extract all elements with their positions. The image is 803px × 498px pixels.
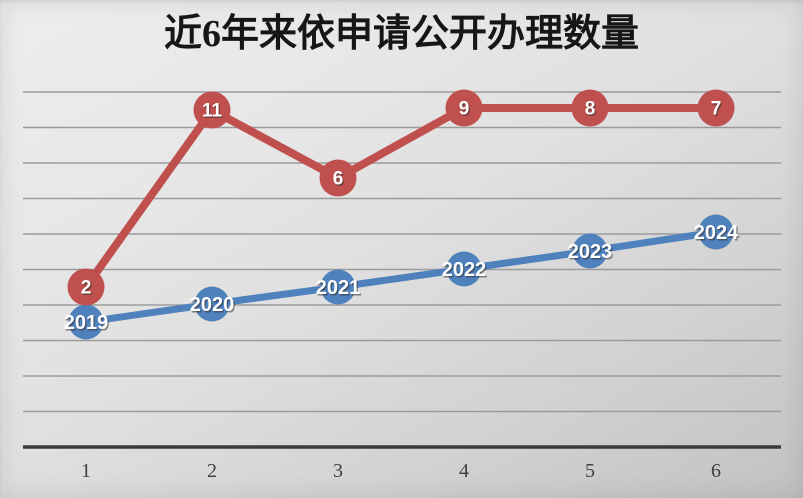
- x-axis-tick-label: 5: [585, 460, 595, 482]
- years-line-path: [82, 228, 720, 326]
- counts-line-marker: [319, 159, 357, 197]
- x-axis-tick-label: 4: [459, 460, 469, 482]
- years-line-label: 2024: [694, 222, 739, 244]
- years-line-marker: [698, 214, 734, 250]
- years-line-label-shadow: 2019: [65, 313, 110, 335]
- counts-line-label: 6: [333, 169, 344, 190]
- counts-line-label: 2: [81, 278, 92, 299]
- years-line-marker: [68, 304, 104, 340]
- counts-line-label: 11: [202, 101, 223, 122]
- years-line-label: 2020: [190, 294, 235, 316]
- counts-line-label-shadow: 11: [203, 102, 224, 123]
- counts-line-path: [82, 104, 720, 291]
- counts-line-label-shadow: 9: [460, 100, 471, 121]
- x-axis-tick-label: 2: [207, 460, 217, 482]
- years-line-marker: [194, 286, 230, 322]
- years-line-label-shadow: 2021: [317, 278, 362, 300]
- counts-line-marker: [67, 268, 105, 306]
- years-line-label: 2019: [64, 312, 109, 334]
- counts-line-label-shadow: 6: [334, 170, 345, 191]
- years-line-label: 2023: [568, 241, 613, 263]
- years-line-label-shadow: 2022: [443, 260, 488, 282]
- years-line-marker: [446, 251, 482, 287]
- years-line-marker: [572, 233, 608, 269]
- x-axis-tick-label: 6: [711, 460, 721, 482]
- counts-line-label-shadow: 8: [586, 100, 597, 121]
- counts-line-label-shadow: 2: [82, 279, 93, 300]
- years-line-label-shadow: 2023: [569, 242, 614, 264]
- years-line-label-shadow: 2020: [191, 295, 236, 317]
- chart-title: 近6年来依申请公开办理数量: [163, 13, 639, 55]
- counts-line-marker: [571, 89, 609, 127]
- x-axis-tick-label: 3: [333, 460, 343, 482]
- counts-line-marker: [697, 89, 735, 127]
- counts-line-label: 8: [585, 99, 596, 120]
- years-line-label-shadow: 2024: [695, 223, 740, 245]
- counts-line-label: 7: [711, 99, 722, 120]
- counts-line-label: 9: [459, 99, 470, 120]
- years-line-label: 2021: [316, 277, 361, 299]
- counts-line-label-shadow: 7: [712, 100, 723, 121]
- x-axis-tick-label: 1: [81, 460, 91, 482]
- years-line-label: 2022: [442, 259, 487, 281]
- years-line-marker: [320, 269, 356, 305]
- counts-line-marker: [193, 91, 231, 129]
- counts-line-marker: [445, 89, 483, 127]
